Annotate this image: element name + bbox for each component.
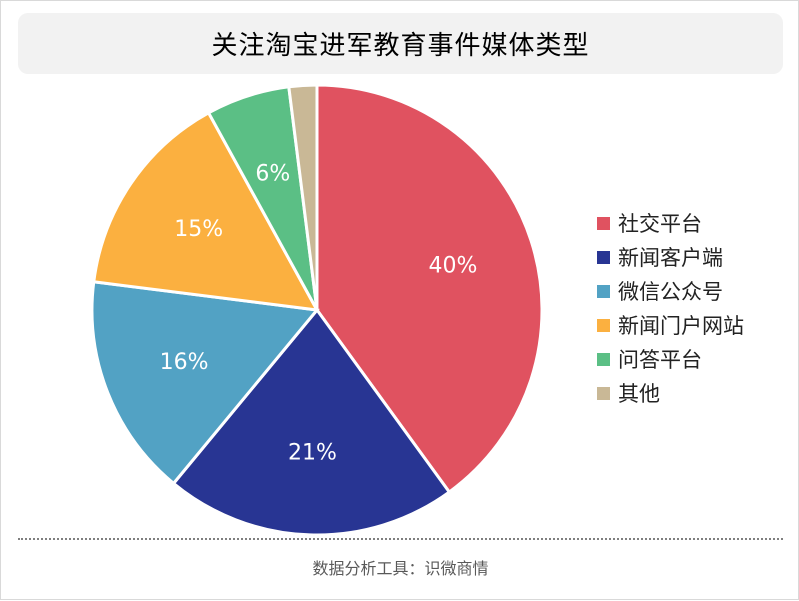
pie-slice-3	[90, 280, 320, 486]
data-label-2: 21%	[288, 440, 337, 465]
legend-label: 其他	[618, 382, 660, 406]
pie-slice-6	[287, 83, 319, 311]
pie-slice-4	[92, 110, 320, 312]
pie-data-labels: 40% 21% 16% 15% 6%	[160, 161, 478, 465]
legend-item-2: 新闻客户端	[597, 240, 787, 274]
chart-title: 关注淘宝进军教育事件媒体类型	[211, 31, 590, 61]
pie-slice-1	[315, 83, 544, 495]
title-bar: 关注淘宝进军教育事件媒体类型	[18, 13, 783, 74]
legend-item-4: 新闻门户网站	[597, 308, 787, 342]
source-note: 数据分析工具：识微商情	[312, 559, 489, 578]
legend-swatch	[597, 386, 610, 400]
footer-divider	[18, 538, 783, 540]
legend-label: 新闻门户网站	[618, 314, 744, 338]
legend-item-6: 其他	[597, 376, 787, 410]
data-label-1: 40%	[429, 253, 478, 278]
data-label-5: 6%	[255, 161, 290, 186]
pie-slice-2	[171, 307, 452, 537]
legend-item-3: 微信公众号	[597, 274, 787, 308]
legend-item-1: 社交平台	[597, 206, 787, 240]
legend-swatch	[597, 284, 610, 298]
pie-slices	[90, 83, 544, 537]
legend-label: 新闻客户端	[618, 246, 723, 270]
legend-item-5: 问答平台	[597, 342, 787, 376]
legend-swatch	[597, 216, 610, 230]
legend-label: 社交平台	[618, 212, 702, 236]
legend: 社交平台新闻客户端微信公众号新闻门户网站 问答平台其他	[597, 206, 787, 410]
legend-label: 微信公众号	[618, 280, 723, 304]
legend-label: 问答平台	[618, 348, 702, 372]
legend-swatch	[597, 352, 610, 366]
legend-swatch	[597, 250, 610, 264]
data-label-3: 16%	[160, 350, 209, 375]
legend-swatch	[597, 318, 610, 332]
data-label-4: 15%	[174, 217, 223, 242]
